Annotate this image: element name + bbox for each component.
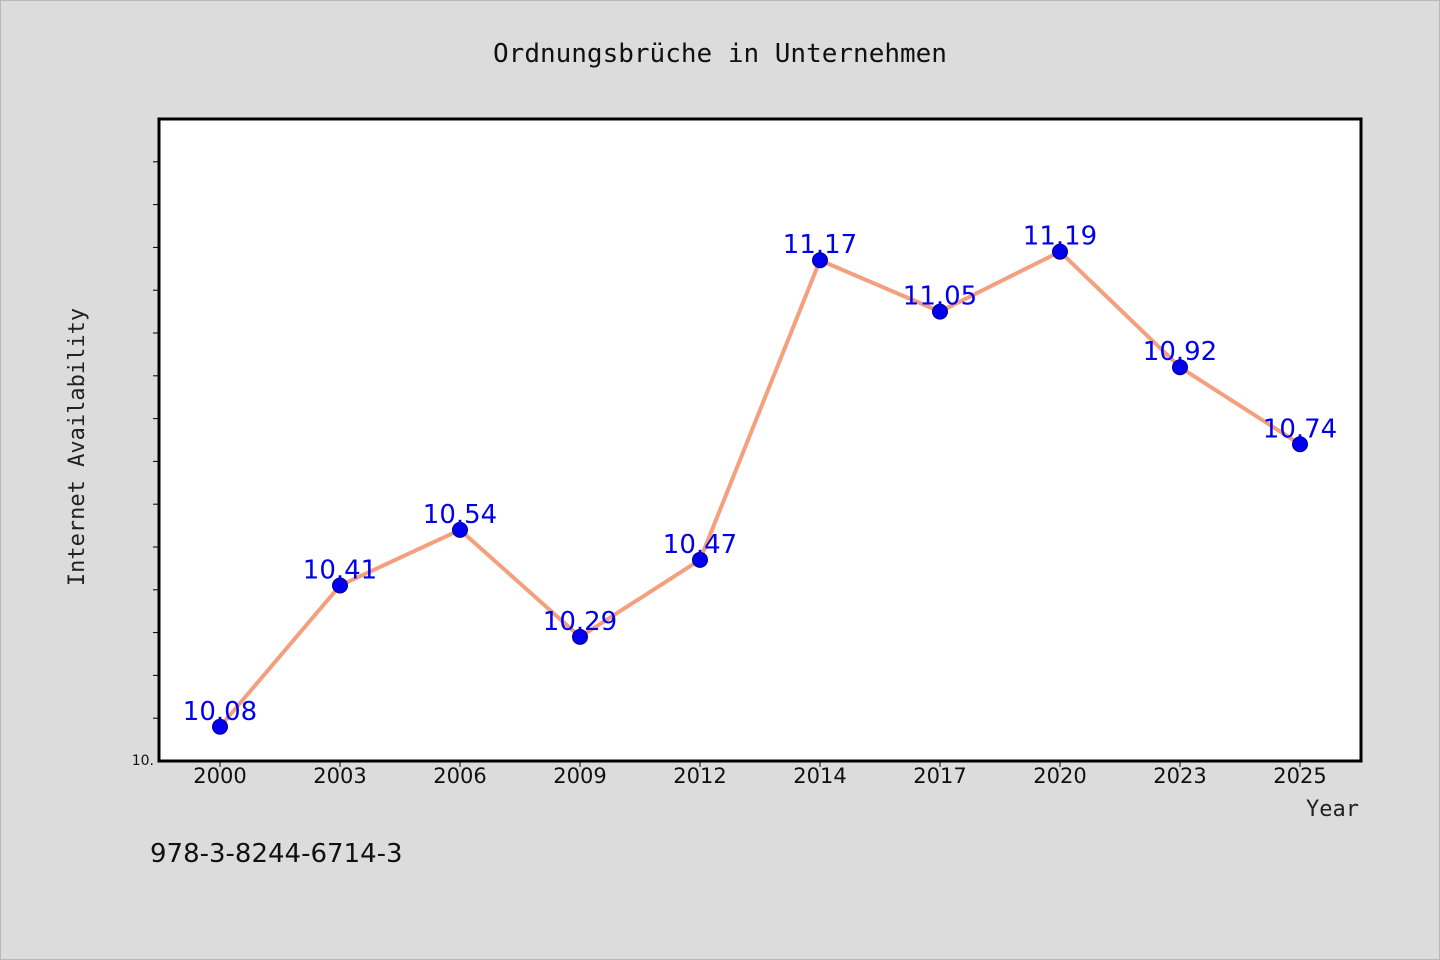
y-min-tick-label: 10. bbox=[132, 753, 154, 769]
series-layer: 10.08 10.41 10.54 10.29 10.47 11.17 11.05 11.19… bbox=[183, 222, 1337, 735]
data-label: 11.19 bbox=[1023, 222, 1097, 252]
chart-title: Ordnungsbrüche in Unternehmen bbox=[493, 39, 947, 69]
x-tick-label: 2006 bbox=[433, 764, 486, 788]
data-label: 10.08 bbox=[183, 697, 257, 727]
data-point bbox=[1172, 359, 1188, 376]
x-tick-label: 2012 bbox=[673, 764, 726, 788]
data-point bbox=[812, 252, 828, 269]
x-tick-label: 2009 bbox=[553, 764, 606, 788]
x-tick-label: 2003 bbox=[313, 764, 366, 788]
data-point bbox=[212, 718, 228, 735]
data-label: 11.17 bbox=[783, 230, 857, 260]
x-tick-label: 2023 bbox=[1153, 764, 1206, 788]
x-axis-ticks: 2000 2003 2006 2009 2012 2014 2017 2020 2023 2025 bbox=[193, 761, 1327, 788]
series-line bbox=[218, 249, 1302, 729]
data-point bbox=[452, 521, 468, 538]
data-label: 11.05 bbox=[903, 282, 977, 312]
x-tick-label: 2020 bbox=[1033, 764, 1086, 788]
data-point bbox=[332, 577, 348, 594]
data-label: 10.29 bbox=[543, 607, 617, 637]
x-tick-label: 2014 bbox=[793, 764, 846, 788]
data-point bbox=[692, 551, 708, 568]
data-label: 10.47 bbox=[663, 530, 737, 560]
data-point bbox=[572, 628, 588, 645]
data-label: 10.54 bbox=[423, 500, 497, 530]
plot-area bbox=[157, 117, 1363, 763]
x-axis-label: Year bbox=[1306, 797, 1359, 822]
data-point bbox=[932, 303, 948, 320]
data-label: 10.92 bbox=[1143, 337, 1217, 367]
data-label: 10.41 bbox=[303, 556, 377, 586]
footer-isbn: 978-3-8244-6714-3 bbox=[150, 839, 403, 869]
x-tick-label: 2017 bbox=[913, 764, 966, 788]
x-tick-label: 2000 bbox=[193, 764, 246, 788]
x-tick-label: 2025 bbox=[1273, 764, 1326, 788]
y-axis-label: Internet Availability bbox=[65, 308, 90, 586]
data-label: 10.74 bbox=[1263, 414, 1337, 444]
y-axis-ticks bbox=[153, 161, 159, 719]
data-point bbox=[1052, 243, 1068, 260]
data-point bbox=[1292, 436, 1308, 453]
